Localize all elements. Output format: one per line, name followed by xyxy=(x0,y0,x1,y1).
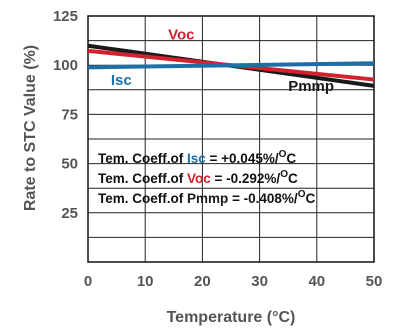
y-tick-label: 25 xyxy=(61,205,78,222)
x-axis-title: Temperature (°C) xyxy=(167,309,296,326)
grid-layer xyxy=(87,15,375,263)
x-tick-label: 0 xyxy=(84,273,92,290)
plot-border xyxy=(87,15,375,263)
x-tick-label: 10 xyxy=(137,273,154,290)
annotation-layer: Tem. Coeff.of Isc = +0.045%/OC Tem. Coeff… xyxy=(98,149,315,206)
annotation-row: Tem. Coeff.of Voc = -0.292%/OC xyxy=(98,169,298,186)
series-label-pmmp: Pmmp xyxy=(288,78,334,95)
series-label-voc: Voc xyxy=(168,27,194,44)
series-label-isc: Isc xyxy=(111,72,132,89)
y-tick-label: 100 xyxy=(53,57,78,74)
annotation-row: Tem. Coeff.of Isc = +0.045%/OC xyxy=(98,149,296,166)
annotation-row: Tem. Coeff.of Pmmp = -0.408%/OC xyxy=(98,189,315,206)
label-layer: Isc Voc Pmmp xyxy=(111,27,334,95)
x-tick-label: 50 xyxy=(366,273,383,290)
y-tick-label: 50 xyxy=(61,156,78,173)
series-layer xyxy=(87,43,375,88)
y-axis-title: Rate to STC Value (%) xyxy=(22,45,39,211)
y-tick-label: 75 xyxy=(61,106,78,123)
tick-layer: 0 10 20 30 40 50 125 100 75 50 25 xyxy=(53,8,382,290)
x-tick-label: 20 xyxy=(194,273,211,290)
y-tick-label: 125 xyxy=(53,8,78,25)
series-line-isc xyxy=(87,61,375,70)
x-tick-label: 40 xyxy=(308,273,325,290)
x-tick-label: 30 xyxy=(251,273,268,290)
